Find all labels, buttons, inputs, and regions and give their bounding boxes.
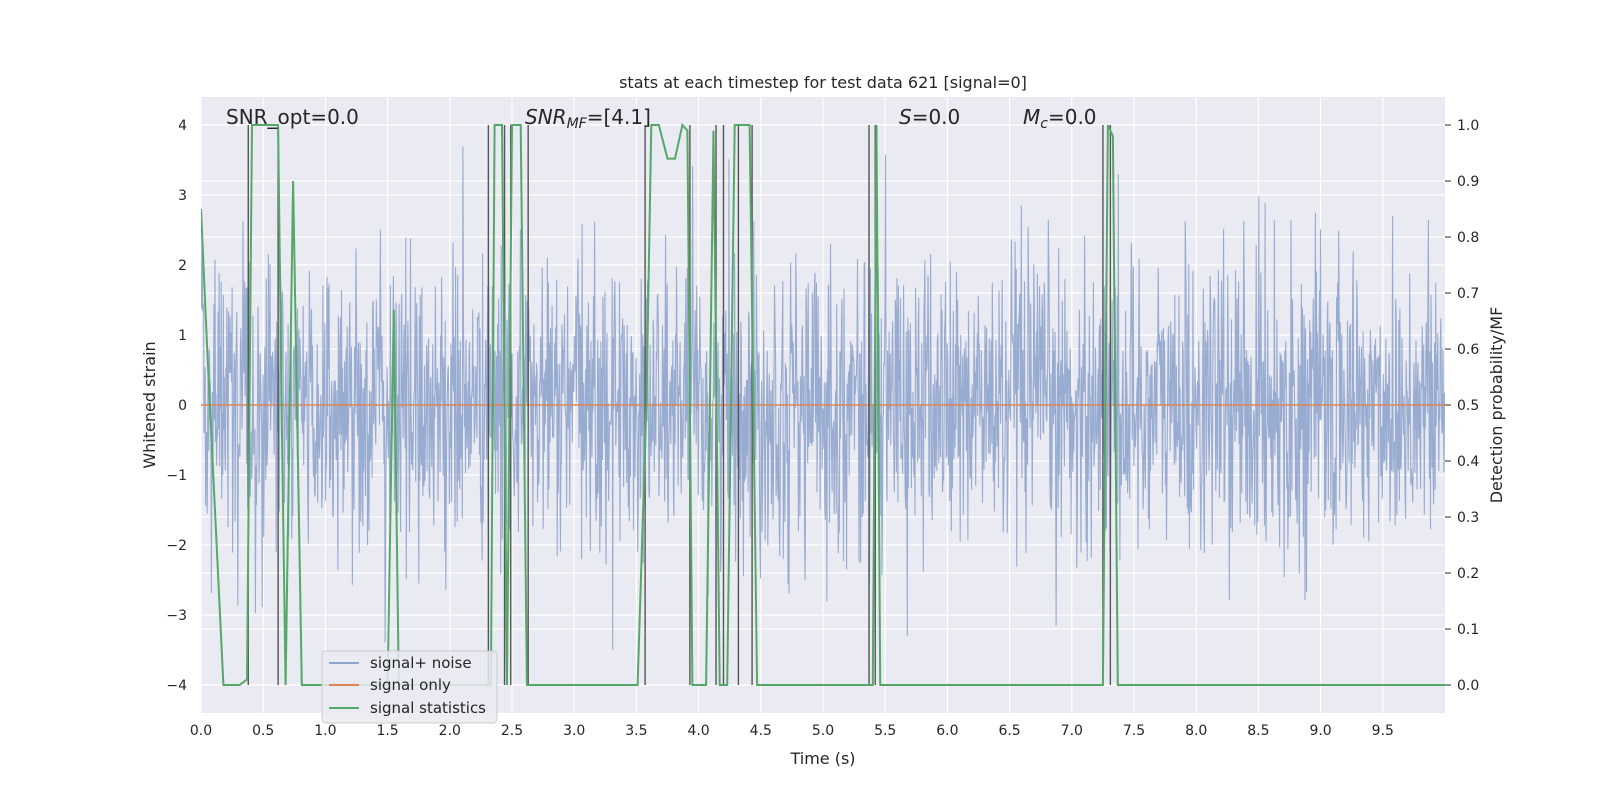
x-axis-title: Time (s)	[789, 749, 855, 768]
legend: signal+ noise signal only signal statist…	[321, 650, 498, 724]
chart-title: stats at each timestep for test data 621…	[619, 73, 1027, 92]
snr-mf-name: SNR	[525, 105, 567, 129]
mc-annotation: Mc=0.0	[1023, 105, 1097, 132]
x-tick-label: 0.5	[252, 723, 274, 739]
x-tick-label: 9.5	[1372, 723, 1394, 739]
x-tick-label: 2.0	[439, 723, 461, 739]
snr-mf-value: =[4.1]	[587, 105, 651, 129]
x-axis-ticks: 0.0 0.5 1.0 1.5 2.0 2.5 3.0 3.5 4.0 4.5 5.0 5.5 6.0 6…	[190, 723, 1394, 739]
x-tick-label: 3.5	[625, 723, 647, 739]
signal-noise-line	[201, 146, 1445, 650]
x-tick-label: 2.5	[501, 723, 523, 739]
x-tick-label: 4.0	[687, 723, 709, 739]
x-tick-label: 6.5	[998, 723, 1020, 739]
y2-tick-label: 0.8	[1457, 230, 1479, 246]
s-annotation: S=0.0	[899, 105, 960, 129]
x-tick-label: 1.0	[314, 723, 336, 739]
y-axis-title: Whitened strain	[140, 341, 159, 468]
y2-tick-label: 0.6	[1457, 342, 1479, 358]
legend-box	[321, 650, 498, 724]
y-tick-label: 2	[178, 258, 187, 274]
legend-label-signal-statistics: signal statistics	[370, 699, 486, 717]
y2-tick-label: 0.1	[1457, 622, 1479, 638]
y2-tick-label: 0.2	[1457, 566, 1479, 582]
y-tick-label: −3	[166, 608, 187, 624]
snr-mf-annotation: SNRMF=[4.1]	[525, 105, 651, 132]
snr-mf-sub: MF	[567, 116, 588, 132]
y-tick-label: 3	[178, 188, 187, 204]
x-tick-label: 0.0	[190, 723, 212, 739]
y2-tick-label: 0.4	[1457, 454, 1479, 470]
y-tick-label: 1	[178, 328, 187, 344]
y2-axis-title: Detection probability/MF	[1487, 307, 1506, 504]
x-tick-label: 5.5	[874, 723, 896, 739]
y2-tick-label: 0.0	[1457, 678, 1479, 694]
y2-tick-label: 0.9	[1457, 174, 1479, 190]
y-axis-ticks: 4 3 2 1 0 −1 −2 −3 −4	[166, 118, 187, 694]
y-tick-label: 4	[178, 118, 187, 134]
x-tick-label: 1.5	[376, 723, 398, 739]
legend-label-signal-noise: signal+ noise	[370, 654, 472, 672]
x-tick-label: 3.0	[563, 723, 585, 739]
y2-tick-label: 0.5	[1457, 398, 1479, 414]
x-tick-label: 4.5	[750, 723, 772, 739]
signal-statistics-series	[201, 122, 1445, 686]
y2-tick-label: 0.7	[1457, 286, 1479, 302]
mc-value: =0.0	[1048, 105, 1097, 129]
x-tick-label: 7.5	[1123, 723, 1145, 739]
noise-series	[201, 146, 1445, 650]
y-tick-label: −1	[166, 468, 187, 484]
s-value: =0.0	[912, 105, 961, 129]
y2-tick-label: 1.0	[1457, 118, 1479, 134]
x-tick-label: 6.0	[936, 723, 958, 739]
y-tick-label: 0	[178, 398, 187, 414]
mc-name: M	[1023, 105, 1040, 129]
y-tick-label: −4	[166, 678, 187, 694]
mc-sub: c	[1040, 116, 1048, 132]
y-tick-label: −2	[166, 538, 187, 554]
y2-tick-label: 0.3	[1457, 510, 1479, 526]
x-tick-label: 5.0	[812, 723, 834, 739]
x-tick-label: 8.5	[1247, 723, 1269, 739]
snr-opt-annotation: SNR_opt=0.0	[226, 105, 359, 129]
x-tick-label: 7.0	[1061, 723, 1083, 739]
y2-axis-ticks: 1.0 0.9 0.8 0.7 0.6 0.5 0.4 0.3 0.2 0.1 0.0	[1445, 118, 1479, 694]
x-tick-label: 9.0	[1309, 723, 1331, 739]
legend-label-signal-only: signal only	[370, 676, 451, 694]
signal-statistics-line	[201, 122, 1445, 686]
s-name: S	[899, 105, 912, 129]
x-tick-label: 8.0	[1185, 723, 1207, 739]
